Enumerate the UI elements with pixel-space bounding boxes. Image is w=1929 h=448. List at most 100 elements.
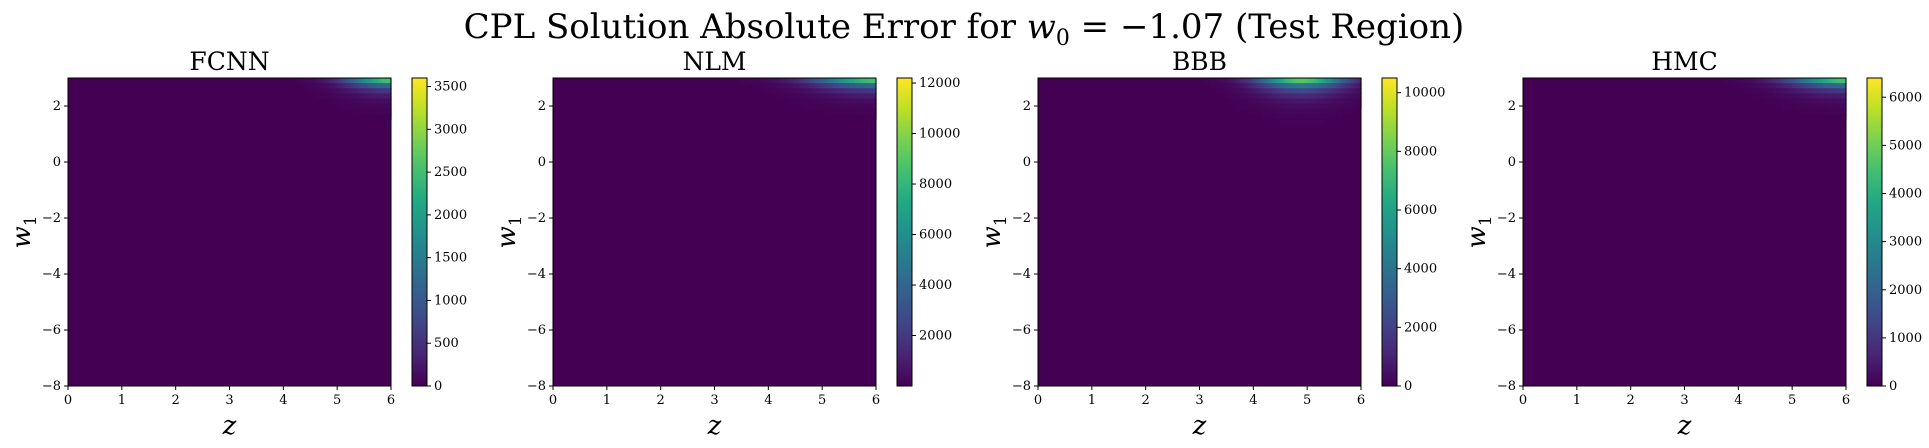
heatmap-cell [318,93,322,100]
heatmap-cell [1280,93,1284,100]
colorbar-tick-label: 500 [434,336,459,351]
heatmap-cell [1767,88,1772,94]
heatmap-cell [380,78,384,84]
heatmap-cell [1221,78,1225,84]
heatmap-cell [345,88,349,94]
heatmap-field [1523,78,1847,386]
heatmap-cell [1331,98,1335,105]
heatmap-cell [1741,83,1745,89]
heatmap-cell [784,78,788,84]
heatmap-cell [1358,98,1362,105]
heatmap-cell [867,88,872,94]
heatmap-cell [827,108,831,115]
heatmap-cell [779,93,783,100]
heatmap-cell [784,88,788,94]
heatmap-cell [1765,93,1769,100]
heatmap-cell [870,88,874,94]
heatmap-cell [1754,78,1758,84]
heatmap-cell [1813,88,1817,94]
heatmap-cell [1786,83,1791,89]
heatmap-cell [1800,93,1804,100]
heatmap-cell [768,88,772,94]
heatmap-cell [784,83,788,89]
heatmap-cell [315,88,319,94]
heatmap-cell [851,98,856,105]
heatmap-cell [1309,78,1314,84]
heatmap-cell [1269,93,1273,100]
heatmap-cell [374,103,379,110]
heatmap-cell [1285,83,1289,89]
heatmap-cell [792,93,796,100]
heatmap-cell [1805,103,1809,110]
heatmap-cell [1280,113,1284,120]
heatmap-cell [1293,78,1297,84]
heatmap-cell [827,103,831,110]
panel-title: BBB [1172,47,1227,76]
heatmap-cell [1821,88,1826,94]
heatmap-cell [326,83,330,89]
heatmap-cell [1331,113,1335,120]
heatmap-cell [1258,83,1263,89]
heatmap-cell [841,78,845,84]
heatmap-cell [345,103,349,110]
x-tick-label: 1 [1573,393,1581,408]
heatmap-cell [331,83,336,89]
heatmap-cell [347,78,352,84]
heatmap-cell [1299,93,1303,100]
heatmap-cell [1843,78,1847,84]
heatmap-cell [361,98,365,105]
colorbar-tick-label: 2000 [1889,283,1922,298]
heatmap-cell [1326,98,1330,105]
heatmap-cell [1738,83,1742,89]
heatmap-cell [870,103,874,110]
heatmap-cell [1309,83,1314,89]
heatmap-cell [1767,98,1772,105]
heatmap-cell [326,98,330,105]
heatmap-cell [1821,83,1826,89]
heatmap-cell [1258,93,1263,100]
heatmap-cell [1245,98,1249,105]
heatmap-cell [1312,88,1316,94]
heatmap-cell [318,78,322,84]
heatmap-cell [1247,93,1252,100]
heatmap-cell [822,78,826,84]
heatmap-cell [1840,83,1844,89]
heatmap-cell [822,88,826,94]
heatmap-cell [1282,119,1287,125]
heatmap-cell [1829,88,1834,94]
heatmap-cell [1274,113,1279,120]
heatmap-cell [1288,113,1292,120]
heatmap-cell [1269,103,1273,110]
heatmap-cell [1285,98,1289,105]
colorbar-tick-label: 5000 [1889,138,1922,153]
heatmap-cell [771,78,775,84]
heatmap-cell [1285,108,1289,115]
heatmap-cell [1317,113,1322,120]
heatmap-cell [1312,113,1316,120]
x-tick-label: 3 [1680,393,1688,408]
heatmap-cell [1352,103,1357,110]
heatmap-cell [1336,93,1341,100]
heatmap-cell [356,78,360,84]
heatmap-cell [1269,88,1273,94]
heatmap-cell [342,93,346,100]
heatmap-cell [1256,98,1260,105]
heatmap-cell [1738,78,1742,84]
heatmap-cell [1832,98,1836,105]
heatmap-cell [329,93,333,100]
colorbar-tick-label: 2000 [434,208,467,223]
heatmap-cell [1805,78,1809,84]
heatmap-cell [1253,83,1257,89]
heatmap-background [1523,78,1846,386]
heatmap-cell [1789,98,1793,105]
heatmap-cell [315,83,319,89]
heatmap-cell [768,83,772,89]
heatmap-cell [1352,88,1357,94]
heatmap-cell [1309,103,1314,110]
heatmap-cell [1832,78,1836,84]
heatmap-cell [1256,93,1260,100]
heatmap-cell [811,98,815,105]
heatmap-cell [835,78,839,84]
heatmap-cell [1837,78,1842,84]
heatmap-cell [377,108,381,115]
